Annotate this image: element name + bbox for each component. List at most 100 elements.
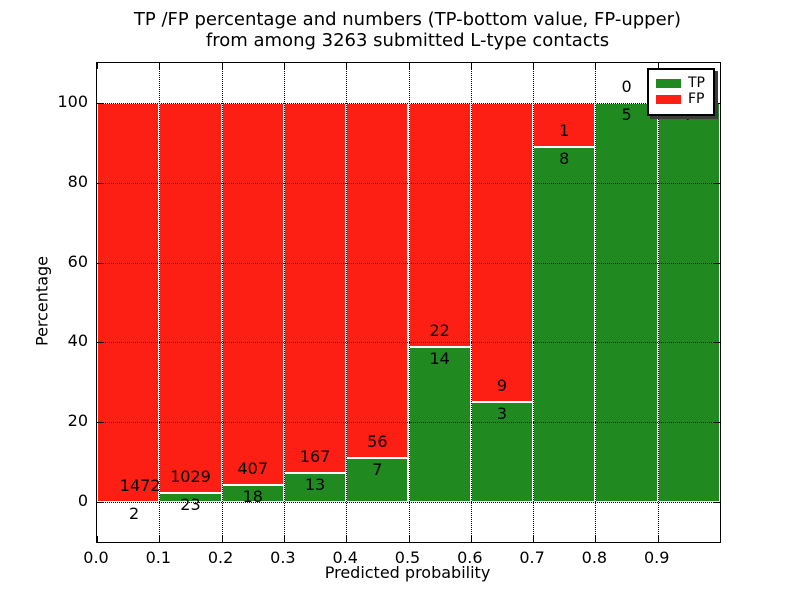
x-axis-label: Predicted probability: [324, 563, 491, 582]
tp-bar-segment: [408, 346, 471, 503]
x-tick-label: 0.8: [581, 548, 608, 567]
x-tick-label: 0.0: [83, 548, 109, 567]
tp-count-label: 7: [372, 459, 383, 479]
vertical-gridline: [221, 63, 223, 542]
fp-bar-segment: [221, 102, 284, 486]
vertical-gridline: [533, 63, 535, 542]
horizontal-gridline: [97, 182, 720, 184]
fp-count-label: 1: [559, 121, 570, 141]
tp-bar-segment: [346, 457, 409, 503]
x-tick-mark: [346, 63, 348, 69]
x-tick-mark: [595, 63, 597, 69]
x-tick-mark: [470, 63, 472, 69]
x-tick-label: 0.1: [145, 548, 172, 567]
fp-count-label: 407: [237, 459, 269, 479]
x-tick-mark: [346, 536, 348, 542]
y-tick-label: 80: [67, 171, 88, 191]
x-tick-mark: [595, 536, 597, 542]
y-tick-mark: [714, 182, 720, 184]
tp-bar-segment: [657, 102, 720, 503]
y-tick-mark: [97, 262, 103, 264]
fp-bar-segment: [159, 102, 222, 494]
fp-bar-segment: [533, 102, 596, 148]
y-tick-mark: [714, 262, 720, 264]
tp-count-label: 8: [559, 149, 570, 169]
tp-bar-segment: [595, 102, 658, 503]
tp-bar-segment: [533, 147, 596, 503]
fp-bar-segment: [346, 102, 409, 458]
x-tick-label: 0.2: [207, 548, 234, 567]
vertical-gridline: [346, 63, 348, 542]
vertical-gridline: [408, 63, 410, 542]
x-tick-mark: [97, 536, 98, 542]
chart-title: TP /FP percentage and numbers (TP-bottom…: [0, 9, 800, 51]
x-tick-mark: [283, 536, 285, 542]
fp-count-label: 56: [367, 431, 388, 451]
x-tick-mark: [408, 536, 410, 542]
x-tick-mark: [533, 536, 535, 542]
x-tick-mark: [221, 536, 223, 542]
vertical-gridline: [159, 63, 161, 542]
x-tick-mark: [533, 63, 535, 69]
tp-count-label: 18: [242, 487, 263, 507]
x-tick-mark: [408, 63, 410, 69]
fp-count-label: 9: [496, 376, 508, 396]
horizontal-gridline: [97, 422, 720, 424]
y-tick-mark: [97, 502, 103, 504]
vertical-gridline: [283, 63, 285, 542]
tp-count-label: 3: [496, 404, 508, 424]
fp-bar-segment: [408, 102, 471, 347]
y-tick-mark: [97, 422, 103, 424]
tp-count-label: 2: [129, 503, 140, 523]
fp-bar-segment: [470, 102, 534, 403]
x-tick-label: 0.7: [519, 548, 545, 567]
y-tick-mark: [714, 422, 720, 424]
legend: TP FP: [647, 68, 715, 116]
tp-bar-segment: [470, 402, 534, 503]
y-tick-label: 0: [77, 491, 88, 511]
y-tick-label: 40: [67, 331, 88, 351]
x-tick-mark: [657, 63, 659, 69]
fp-swatch-icon: [656, 94, 681, 104]
legend-label-tp: TP: [688, 75, 705, 91]
vertical-gridline: [470, 63, 472, 542]
tp-bar-segment: [283, 473, 347, 503]
horizontal-gridline: [97, 262, 720, 264]
fp-bar-segment: [283, 102, 347, 474]
tp-swatch-icon: [656, 78, 681, 88]
y-tick-mark: [97, 182, 103, 184]
x-tick-label: 0.5: [394, 548, 421, 567]
x-tick-mark: [657, 536, 659, 542]
y-tick-mark: [97, 342, 103, 344]
x-tick-mark: [159, 63, 161, 69]
y-tick-mark: [714, 102, 720, 104]
y-tick-label: 100: [57, 91, 88, 111]
chart-title-line-1: TP /FP percentage and numbers (TP-bottom…: [133, 9, 682, 30]
x-tick-mark: [97, 63, 98, 69]
horizontal-gridline: [97, 342, 720, 344]
fp-count-label: 22: [429, 320, 450, 340]
x-tick-label: 0.6: [457, 548, 483, 567]
tp-count-label: 23: [180, 495, 201, 515]
fp-count-label: 167: [299, 447, 331, 467]
y-tick-label: 20: [67, 411, 88, 431]
chart-title-line-2: from among 3263 submitted L-type contact…: [205, 30, 610, 51]
fp-count-label: 0: [621, 76, 632, 96]
x-tick-mark: [283, 63, 285, 69]
x-tick-mark: [221, 63, 223, 69]
fp-bar-segment: [97, 102, 160, 502]
x-tick-label: 0.9: [643, 548, 670, 567]
vertical-gridline: [657, 63, 659, 542]
x-tick-mark: [470, 536, 472, 542]
tp-count-label: 5: [621, 104, 632, 124]
y-tick-mark: [97, 102, 103, 104]
x-tick-mark: [159, 536, 161, 542]
fp-count-label: 1472: [119, 475, 161, 495]
legend-item-fp: FP: [656, 91, 713, 107]
legend-label-fp: FP: [688, 91, 705, 107]
y-tick-label: 60: [67, 251, 88, 271]
plot-area: TP FP 1472 2 1029 23 407 18 167 13 56 7 22 14 9 3 1 8 0 5…: [96, 62, 721, 543]
tp-count-label: 14: [429, 348, 450, 368]
y-tick-mark: [714, 502, 720, 504]
